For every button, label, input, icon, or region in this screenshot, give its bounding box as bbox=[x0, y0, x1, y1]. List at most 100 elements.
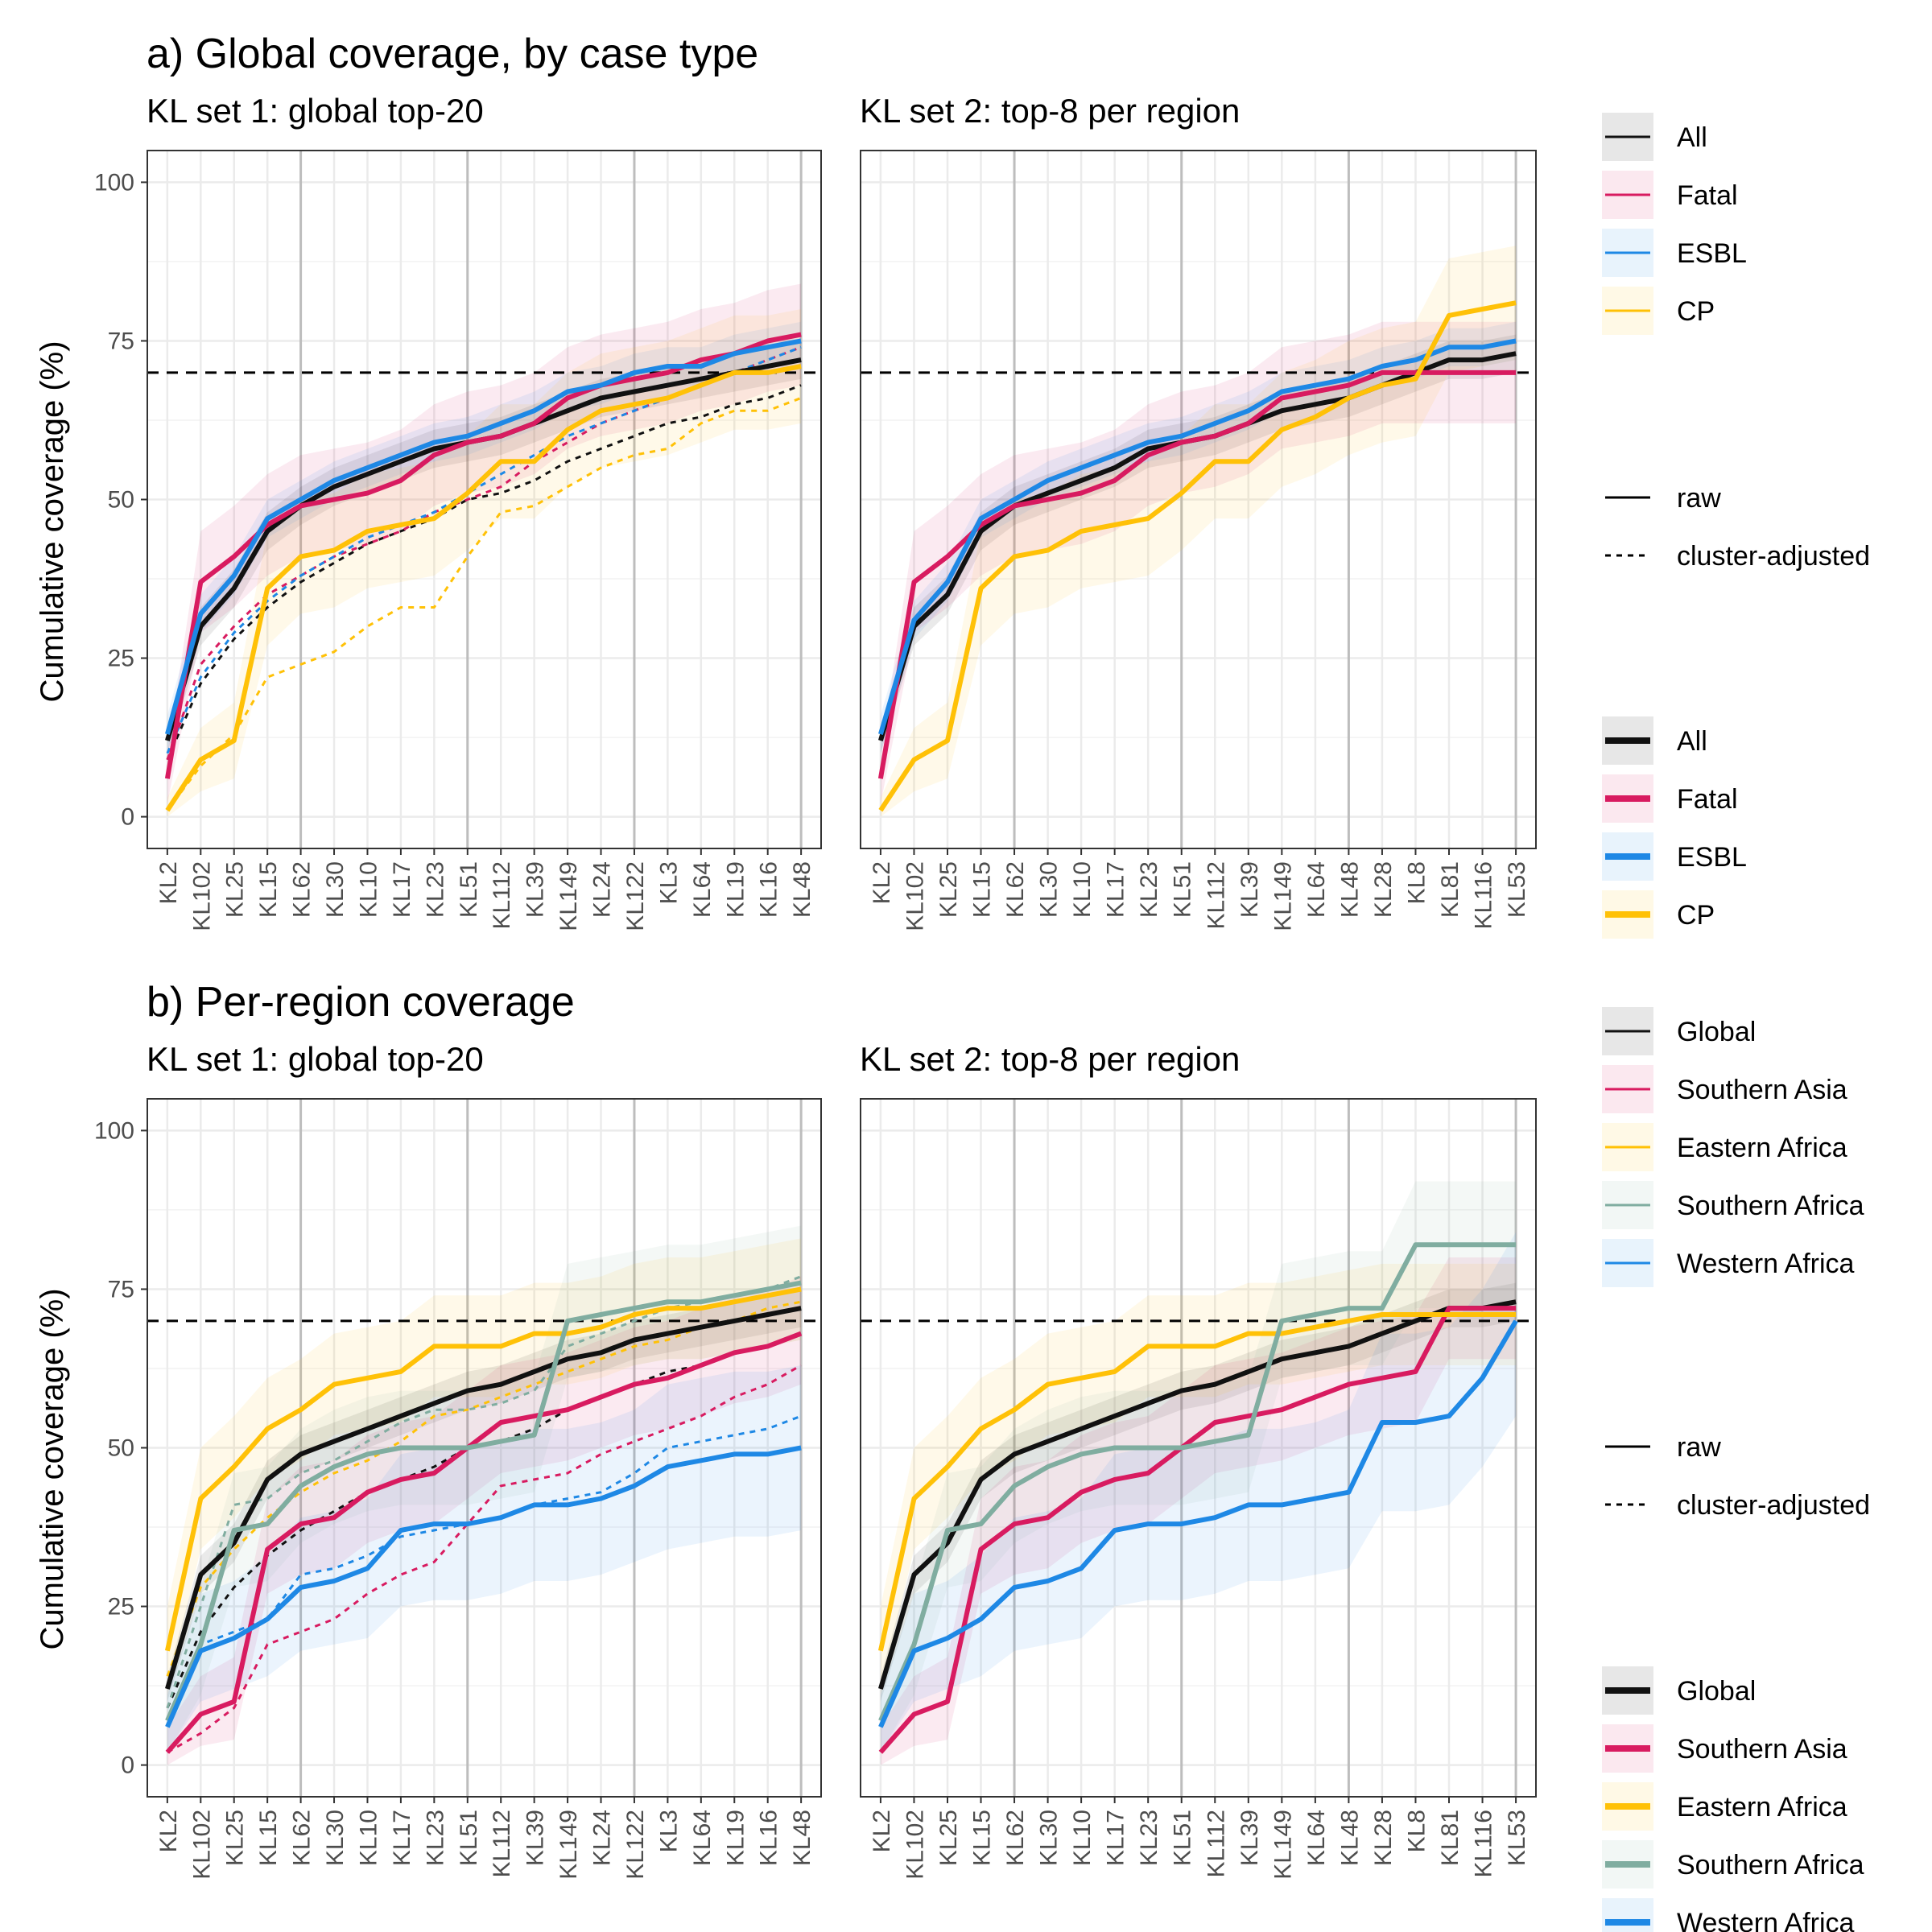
x-tick-label: KL102 bbox=[188, 861, 215, 931]
x-tick-label: KL48 bbox=[789, 861, 815, 918]
x-tick-label: KL149 bbox=[555, 1810, 582, 1880]
ribbon-global bbox=[167, 1289, 802, 1702]
ribbon-fatal bbox=[880, 321, 1517, 804]
legend-label-global: Global bbox=[1677, 1017, 1756, 1047]
x-tick-label: KL51 bbox=[456, 861, 482, 918]
legend-label-eastern-africa: Eastern Africa bbox=[1677, 1792, 1847, 1823]
x-tick-label: KL149 bbox=[1269, 1810, 1296, 1880]
ribbon-cp bbox=[167, 309, 802, 817]
series-line-global-raw bbox=[878, 1299, 1517, 1690]
ribbon-fatal bbox=[167, 283, 802, 804]
series-line-western-africa-raw bbox=[165, 1445, 802, 1728]
x-tick-label: KL17 bbox=[389, 1810, 415, 1866]
y-tick-label: 25 bbox=[108, 646, 134, 672]
x-tick-label: KL3 bbox=[655, 861, 682, 904]
x-tick-label: KL16 bbox=[756, 1810, 782, 1866]
x-tick-label: KL23 bbox=[422, 861, 448, 918]
x-tick-label: KL39 bbox=[1236, 861, 1263, 918]
x-tick-label: KL112 bbox=[1203, 1810, 1229, 1878]
ribbon-esbl bbox=[880, 321, 1517, 753]
ribbon-southern-africa bbox=[167, 1225, 802, 1752]
panel-a-ylabel: Cumulative coverage (%) bbox=[35, 341, 70, 702]
legend-label-raw: raw bbox=[1677, 483, 1721, 514]
x-tick-label: KL122 bbox=[622, 861, 649, 931]
series-line-southern-africa-raw bbox=[878, 1242, 1517, 1722]
x-tick-label: KL24 bbox=[589, 861, 616, 918]
x-tick-label: KL8 bbox=[1403, 861, 1430, 904]
legend-panel-a: All Fatal ESBL CP raw cluster-adjusted All Fata… bbox=[1602, 113, 1870, 939]
x-tick-label: KL30 bbox=[322, 1810, 349, 1866]
y-tick-label: 75 bbox=[108, 328, 134, 354]
series-line-fatal-raw bbox=[877, 369, 1517, 779]
panel-a2-subtitle: KL set 2: top-8 per region bbox=[860, 92, 1240, 130]
series-line-cp-raw bbox=[878, 300, 1517, 812]
legend-panel-b: Global Southern Asia Eastern Africa Souther… bbox=[1602, 1007, 1870, 1932]
x-tick-label: KL64 bbox=[689, 861, 716, 918]
legend-label-global: Global bbox=[1677, 1676, 1756, 1707]
x-tick-label: KL39 bbox=[522, 861, 549, 918]
legend-label-esbl: ESBL bbox=[1677, 842, 1747, 873]
panel-a1-subtitle: KL set 1: global top-20 bbox=[147, 92, 484, 130]
x-tick-label: KL24 bbox=[589, 1810, 616, 1866]
x-tick-label: KL112 bbox=[489, 861, 515, 930]
series-line-southern-africa-raw bbox=[165, 1280, 802, 1722]
legend-label-raw: raw bbox=[1677, 1432, 1721, 1463]
x-tick-label: KL15 bbox=[255, 861, 282, 918]
legend-label-eastern-africa: Eastern Africa bbox=[1677, 1133, 1847, 1163]
x-tick-label: KL102 bbox=[902, 1810, 928, 1880]
x-tick-label: KL62 bbox=[1002, 861, 1029, 918]
x-tick-label: KL10 bbox=[1069, 1810, 1096, 1866]
x-tick-label: KL2 bbox=[869, 1810, 895, 1852]
x-tick-label: KL30 bbox=[322, 861, 349, 918]
x-tick-label: KL62 bbox=[1002, 1810, 1029, 1866]
x-tick-label: KL28 bbox=[1370, 861, 1397, 918]
panel-a1-plot: 0 25 50 75 100 KL2 KL102 KL25 KL15 KL62 KL30 KL10 KL… bbox=[94, 150, 822, 931]
series-line-global-raw bbox=[165, 1306, 802, 1690]
y-tick-label: 50 bbox=[108, 1435, 134, 1462]
y-tick-label: 75 bbox=[108, 1276, 134, 1302]
ribbon-all bbox=[167, 341, 802, 753]
x-tick-label: KL19 bbox=[722, 1810, 749, 1866]
y-tick-label: 0 bbox=[121, 804, 134, 831]
panel-a2-plot: KL2 KL102 KL25 KL15 KL62 KL30 KL10 KL17 KL23 KL51… bbox=[860, 150, 1537, 931]
ribbon-western-africa bbox=[880, 1232, 1517, 1752]
ribbon-esbl bbox=[167, 321, 802, 753]
x-tick-label: KL2 bbox=[155, 861, 182, 904]
series-line-southern-asia-raw bbox=[165, 1331, 803, 1754]
legend-label-southern-africa: Southern Africa bbox=[1677, 1850, 1864, 1880]
series-line-eastern-africa-raw bbox=[877, 1312, 1517, 1652]
x-tick-label: KL51 bbox=[1170, 861, 1196, 918]
x-tick-label: KL30 bbox=[1036, 861, 1063, 918]
x-tick-label: KL81 bbox=[1437, 1810, 1463, 1866]
legend-label-cluster-adjusted: cluster-adjusted bbox=[1677, 1490, 1870, 1521]
x-tick-label: KL112 bbox=[489, 1810, 515, 1878]
ribbon-cp bbox=[880, 246, 1517, 817]
x-tick-label: KL48 bbox=[1336, 861, 1363, 918]
legend-label-fatal: Fatal bbox=[1677, 180, 1738, 211]
x-tick-label: KL39 bbox=[522, 1810, 549, 1866]
ribbon-western-africa bbox=[167, 1365, 802, 1752]
x-tick-label: KL10 bbox=[355, 1810, 382, 1866]
x-tick-label: KL39 bbox=[1236, 1810, 1263, 1866]
x-tick-label: KL10 bbox=[1069, 861, 1096, 918]
x-tick-label: KL62 bbox=[289, 1810, 316, 1866]
series-line-southern-asia-raw bbox=[878, 1306, 1517, 1754]
x-tick-label: KL102 bbox=[188, 1810, 215, 1880]
x-tick-label: KL25 bbox=[935, 861, 962, 918]
panel-b-ylabel: Cumulative coverage (%) bbox=[35, 1288, 70, 1649]
x-tick-label: KL64 bbox=[1303, 861, 1330, 918]
x-tick-label: KL25 bbox=[222, 1810, 249, 1866]
x-tick-label: KL53 bbox=[1504, 861, 1530, 918]
x-tick-label: KL17 bbox=[389, 861, 415, 918]
legend-label-southern-asia: Southern Asia bbox=[1677, 1075, 1847, 1105]
ribbon-eastern-africa bbox=[880, 1263, 1517, 1689]
x-tick-label: KL48 bbox=[789, 1810, 815, 1866]
series-line-all-cluster-adjusted bbox=[166, 384, 802, 761]
y-tick-label: 100 bbox=[94, 169, 134, 196]
x-tick-label: KL149 bbox=[555, 861, 582, 931]
series-line-western-africa-cluster-adjusted bbox=[166, 1414, 802, 1722]
x-tick-label: KL53 bbox=[1504, 1810, 1530, 1866]
legend-label-cp: CP bbox=[1677, 296, 1715, 327]
panel-b2-plot: KL2 KL102 KL25 KL15 KL62 KL30 KL10 KL17 KL23 KL51… bbox=[860, 1098, 1537, 1880]
panel-b1-plot: 0 25 50 75 100 KL2 KL102 KL25 KL15 KL62 KL30 KL10 KL… bbox=[94, 1098, 822, 1880]
